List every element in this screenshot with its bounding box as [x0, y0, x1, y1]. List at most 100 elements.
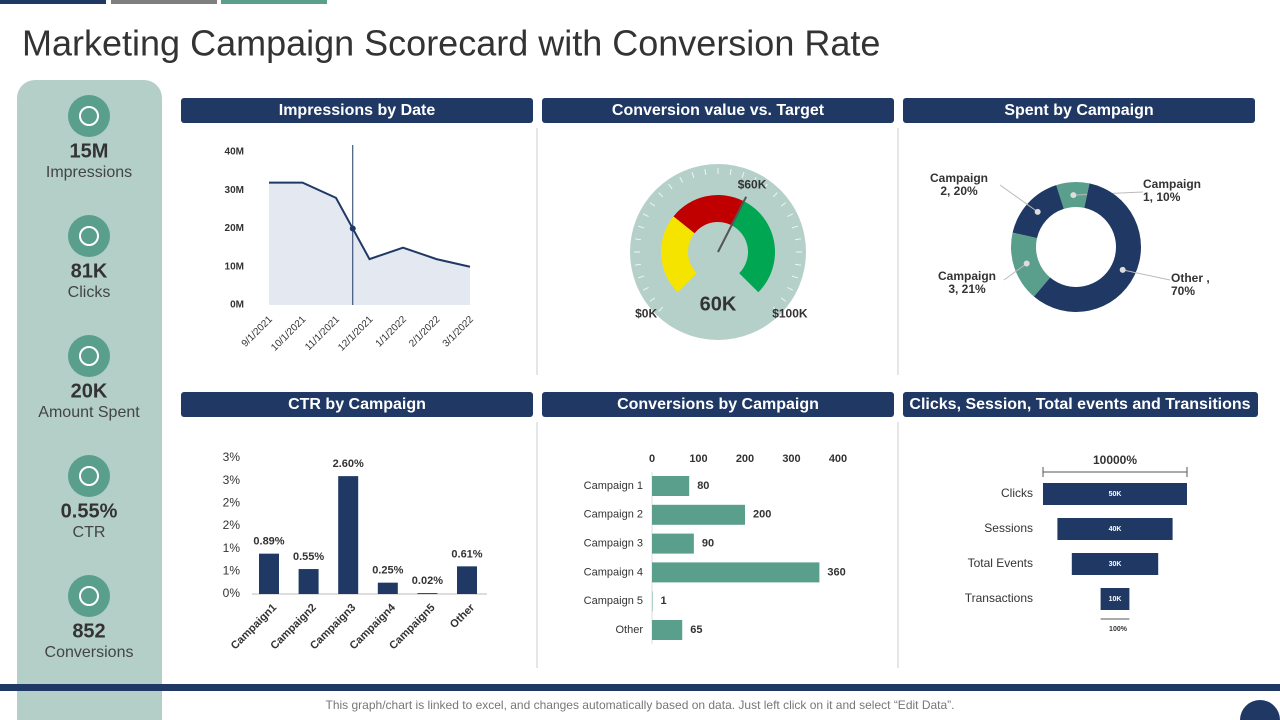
y-tick-label: 3%	[223, 473, 241, 487]
category-label: Total Events	[968, 556, 1033, 570]
data-label: 200	[753, 509, 771, 521]
gauge-needle	[717, 196, 748, 253]
leader-dot	[1034, 208, 1041, 215]
y-tick-label: 20M	[225, 223, 244, 234]
gauge-scale	[780, 202, 787, 207]
data-label: 10K	[1109, 596, 1122, 603]
corner-decoration	[1240, 700, 1280, 720]
y-tick-label: Other	[615, 624, 643, 636]
bar	[417, 593, 438, 594]
data-label: 2.60%	[333, 458, 364, 470]
page-title: Marketing Campaign Scorecard with Conver…	[22, 23, 880, 64]
panel-title: Impressions by Date	[279, 102, 436, 119]
area	[269, 182, 470, 305]
panel-header	[542, 98, 894, 123]
panel-title: Spent by Campaign	[1004, 102, 1153, 119]
kpi-label: Clicks	[68, 284, 111, 301]
gauge-scale	[787, 213, 794, 218]
gauge-scale	[658, 192, 664, 198]
kpi-icon	[68, 575, 110, 617]
gauge-scale	[691, 171, 695, 178]
y-tick-label: 1%	[223, 541, 241, 555]
gauge-scale	[780, 297, 787, 302]
category-label: Transactions	[965, 591, 1033, 605]
funnel-bar	[1057, 518, 1173, 540]
panel-header	[181, 392, 533, 417]
data-label: 0.55%	[293, 551, 324, 563]
leader-line	[1122, 269, 1171, 281]
funnel-bar	[1100, 588, 1130, 610]
kpi-value: 0.55%	[61, 500, 118, 522]
footer-note: This graph/chart is linked to excel, and…	[326, 698, 955, 712]
gauge-band	[673, 194, 744, 234]
donut-slice	[1010, 232, 1051, 297]
y-tick-label: 2%	[223, 518, 241, 532]
x-tick-label: 2/1/2022	[407, 314, 443, 350]
data-label: 360	[827, 566, 845, 578]
gauge-band	[661, 216, 697, 293]
gauge-scale	[649, 297, 656, 302]
data-label: Campaign 1, 10%	[1143, 178, 1202, 204]
x-tick-label: 200	[736, 453, 754, 465]
x-tick-label: 10/1/2021	[269, 314, 309, 354]
panel-header	[903, 392, 1258, 417]
gauge-scale	[763, 183, 768, 190]
bar	[259, 553, 279, 594]
y-tick-label: Campaign 1	[584, 480, 643, 492]
data-label: 90	[702, 538, 714, 550]
label-box: Campaign 3, 21%	[937, 270, 996, 296]
x-tick-label: 0	[649, 453, 655, 465]
y-tick-label: Campaign 2	[584, 509, 643, 521]
line	[269, 181, 471, 268]
data-label: 0.89%	[253, 536, 284, 548]
leader-dot	[1023, 260, 1030, 267]
kpi-icon	[68, 215, 110, 257]
gauge-scale	[642, 213, 649, 218]
category-label: Clicks	[1001, 486, 1033, 500]
label-box: Other , 70%	[1171, 272, 1210, 298]
data-label: Campaign 3, 21%	[937, 270, 996, 296]
x-tick-label: 3/1/2022	[441, 314, 477, 350]
x-tick-label: 100	[689, 453, 707, 465]
leader-dot	[1070, 192, 1077, 199]
y-tick-label: Campaign 5	[584, 595, 643, 607]
y-tick-label: Campaign 4	[584, 566, 643, 578]
bar	[652, 476, 690, 496]
y-tick-label: 30M	[225, 185, 244, 196]
data-label: 0.02%	[412, 575, 443, 587]
panel-title: Conversions by Campaign	[617, 396, 819, 413]
gauge-scale	[752, 176, 757, 183]
gauge-scale	[668, 183, 673, 190]
gauge-scale	[634, 263, 642, 266]
gauge-scale	[794, 263, 802, 266]
sidebar	[17, 80, 162, 720]
gauge-target-label: $60K	[738, 177, 767, 191]
data-label: 30K	[1109, 561, 1122, 568]
kpi-icon	[68, 455, 110, 497]
y-tick-label: 0M	[230, 300, 244, 311]
gauge-scale	[794, 238, 802, 241]
y-tick-label: 3%	[223, 450, 241, 464]
panel-header	[181, 98, 533, 123]
gauge-scale	[704, 168, 707, 176]
x-tick-label: 300	[782, 453, 800, 465]
gauge-scale	[792, 225, 799, 229]
panel-title: Conversion value vs. Target	[612, 102, 825, 119]
bar	[377, 582, 398, 594]
bar	[338, 476, 359, 594]
cursor-dot	[349, 225, 356, 232]
gauge-tick-label: $0K	[635, 306, 657, 320]
kpi-icon	[68, 95, 110, 137]
data-label: 65	[690, 624, 702, 636]
y-tick-label: 2%	[223, 496, 241, 510]
data-label: Campaign 2, 20%	[929, 172, 988, 198]
gauge-scale	[772, 306, 778, 312]
data-label: 0.61%	[451, 548, 482, 560]
gauge-band	[731, 201, 775, 293]
gauge-scale	[787, 286, 794, 291]
top-bar	[0, 0, 106, 4]
gauge-scale	[741, 171, 745, 178]
donut-slice	[1033, 183, 1141, 312]
y-tick-label: 40M	[225, 147, 244, 158]
